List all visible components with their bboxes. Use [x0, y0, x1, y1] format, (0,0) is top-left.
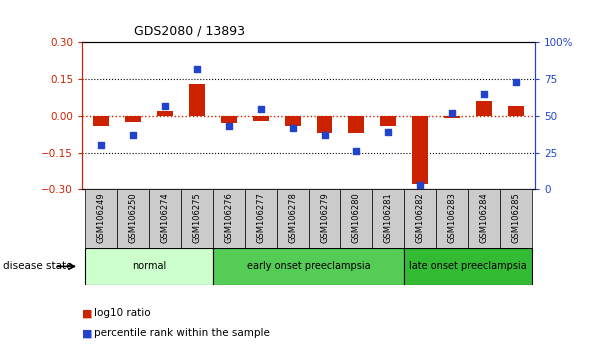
Bar	[93, 116, 109, 126]
Text: GSM106274: GSM106274	[161, 192, 170, 243]
Point	[160, 103, 170, 108]
Point	[447, 110, 457, 116]
Bar	[476, 101, 492, 116]
Point	[128, 132, 138, 138]
Bar	[277, 189, 308, 248]
Text: GSM106278: GSM106278	[288, 192, 297, 243]
Text: GSM106276: GSM106276	[224, 192, 233, 243]
Point	[320, 132, 330, 138]
Point	[192, 66, 202, 72]
Bar	[221, 116, 237, 123]
Text: GSM106284: GSM106284	[480, 192, 488, 243]
Text: GDS2080 / 13893: GDS2080 / 13893	[134, 25, 245, 38]
Bar	[189, 84, 205, 116]
Bar	[117, 189, 149, 248]
Text: GSM106283: GSM106283	[447, 192, 457, 243]
Bar	[285, 116, 300, 126]
Text: ■: ■	[82, 308, 92, 318]
Point	[224, 124, 233, 129]
Bar	[181, 189, 213, 248]
Point	[351, 148, 361, 154]
Bar	[340, 189, 372, 248]
Bar	[157, 111, 173, 116]
Text: log10 ratio: log10 ratio	[94, 308, 151, 318]
Text: disease state: disease state	[3, 261, 72, 272]
Text: GSM106277: GSM106277	[256, 192, 265, 243]
Text: GSM106280: GSM106280	[352, 192, 361, 243]
Text: GSM106281: GSM106281	[384, 192, 393, 243]
Point	[415, 182, 425, 188]
Point	[256, 106, 266, 112]
Text: GSM106275: GSM106275	[192, 192, 201, 243]
Text: GSM106250: GSM106250	[129, 192, 137, 243]
Text: early onset preeclampsia: early onset preeclampsia	[247, 261, 370, 272]
Text: GSM106279: GSM106279	[320, 192, 329, 243]
Bar	[253, 116, 269, 121]
Bar	[444, 116, 460, 118]
Point	[479, 91, 489, 97]
Text: normal: normal	[132, 261, 166, 272]
Bar	[412, 116, 428, 184]
Text: ■: ■	[82, 329, 92, 338]
Text: percentile rank within the sample: percentile rank within the sample	[94, 329, 270, 338]
Bar	[308, 189, 340, 248]
Bar	[245, 189, 277, 248]
Bar	[213, 248, 404, 285]
Point	[288, 125, 297, 131]
Bar	[404, 248, 532, 285]
Bar	[85, 248, 213, 285]
Bar	[85, 189, 117, 248]
Text: GSM106282: GSM106282	[416, 192, 425, 243]
Bar	[436, 189, 468, 248]
Point	[96, 142, 106, 148]
Bar	[149, 189, 181, 248]
Bar	[348, 116, 364, 133]
Bar	[508, 106, 524, 116]
Bar	[500, 189, 532, 248]
Bar	[125, 116, 141, 122]
Bar	[381, 116, 396, 126]
Text: late onset preeclampsia: late onset preeclampsia	[409, 261, 527, 272]
Point	[384, 129, 393, 135]
Bar	[372, 189, 404, 248]
Bar	[317, 116, 333, 133]
Bar	[213, 189, 245, 248]
Point	[511, 79, 521, 85]
Text: GSM106285: GSM106285	[511, 192, 520, 243]
Bar	[404, 189, 436, 248]
Bar	[468, 189, 500, 248]
Text: GSM106249: GSM106249	[97, 192, 106, 243]
